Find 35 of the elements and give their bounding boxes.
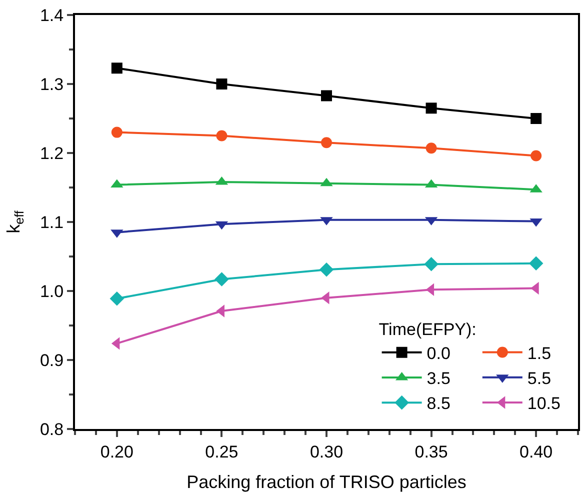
point (111, 126, 122, 138)
point (321, 90, 332, 102)
x-tick-label: 0.40 (520, 442, 553, 462)
point (528, 256, 544, 271)
y-tick-label: 1.0 (40, 282, 64, 301)
x-tick-label: 0.30 (310, 442, 344, 462)
point (530, 150, 542, 162)
x-tick-label: 0.25 (205, 442, 238, 462)
legend-label: 8.5 (426, 394, 450, 414)
legend-label: 1.5 (527, 344, 552, 363)
point (426, 142, 437, 154)
point (214, 272, 229, 286)
point (424, 256, 438, 272)
y-tick-label: 0.9 (40, 350, 64, 370)
y-tick-label: 1.4 (40, 6, 64, 25)
legend-label: 0.0 (426, 344, 450, 363)
y-tick-label: 1.3 (40, 74, 64, 94)
legend-label: 3.5 (426, 369, 450, 388)
y-tick-label: 1.2 (40, 144, 64, 163)
y-tick-label: 0.8 (40, 420, 64, 439)
point (111, 62, 122, 74)
point (216, 130, 228, 142)
point (110, 291, 124, 306)
point (321, 137, 332, 148)
point (216, 78, 228, 90)
legend-label: 10.5 (527, 394, 560, 414)
legend-label: 5.5 (527, 369, 552, 388)
point (530, 113, 542, 124)
x-axis-title: Packing fraction of TRISO particles (186, 472, 466, 492)
x-tick-label: 0.20 (100, 442, 134, 462)
legend-title: Time(EFPY): (378, 320, 476, 339)
point (426, 102, 437, 114)
y-tick-label: 1.1 (40, 212, 64, 232)
point (319, 262, 334, 277)
x-tick-label: 0.35 (414, 442, 448, 462)
